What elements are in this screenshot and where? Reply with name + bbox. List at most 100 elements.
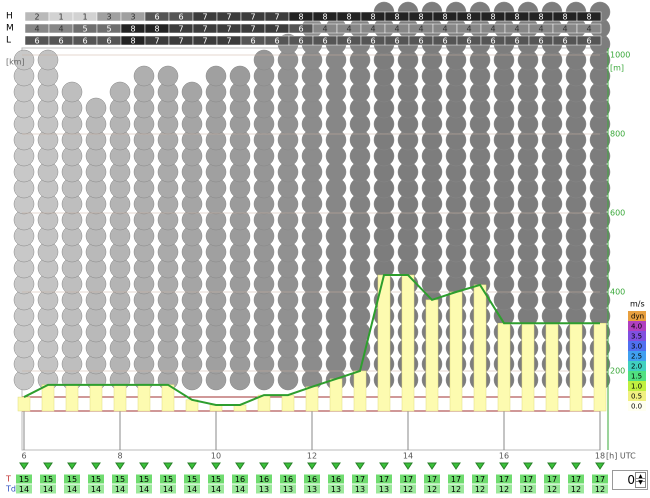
spinner-down[interactable]: ▼: [635, 478, 646, 488]
cloud-value: 6: [82, 37, 87, 46]
cloud-value: 4: [370, 25, 375, 34]
legend-swatch: [628, 361, 646, 371]
temp-cell: [424, 474, 440, 484]
cloud-value: 7: [226, 25, 231, 34]
temp-value: 13: [355, 485, 365, 494]
temp-cell: [232, 484, 248, 494]
layer-bar: [353, 370, 367, 412]
cloud-value: 4: [34, 25, 39, 34]
wind-arrow: [331, 462, 341, 470]
legend-swatch: [628, 321, 646, 331]
cloud-value: 8: [490, 13, 495, 22]
layer-bar: [161, 384, 175, 412]
temp-cell: [448, 474, 464, 484]
x-tick-label: 16: [499, 452, 509, 461]
cloud-value: 8: [346, 13, 351, 22]
temp-value: 12: [547, 485, 557, 494]
legend-title: m/s: [630, 300, 645, 309]
temp-value: 14: [43, 485, 53, 494]
wind-arrow: [523, 462, 533, 470]
temp-value: 17: [523, 475, 533, 484]
cloud-value: 4: [322, 25, 327, 34]
temp-cell: [160, 484, 176, 494]
temp-cell: [496, 474, 512, 484]
cloud-value: 7: [250, 13, 255, 22]
temp-cell: [112, 474, 128, 484]
cloud-value: 1: [82, 13, 87, 22]
temp-value: 12: [451, 485, 461, 494]
cloud-value: 4: [58, 25, 63, 34]
wind-arrow: [19, 462, 29, 470]
cloud-value: 6: [514, 37, 519, 46]
wind-arrow: [355, 462, 365, 470]
cloud-value: 5: [82, 25, 87, 34]
temp-cell: [256, 474, 272, 484]
temp-value: 16: [259, 475, 269, 484]
cloud-value: 6: [466, 37, 471, 46]
cloud-value: 7: [178, 25, 183, 34]
cloud-value: 4: [538, 25, 543, 34]
cloud-value: 4: [394, 25, 399, 34]
y-tick-label: 400: [610, 288, 625, 297]
temp-cell: [136, 474, 152, 484]
layer-bar: [593, 322, 607, 412]
temp-value: 15: [139, 475, 149, 484]
cloud-value: 6: [442, 37, 447, 46]
temp-cell: [304, 474, 320, 484]
legend-label: 3.5: [631, 333, 642, 341]
layer-bar: [401, 274, 415, 412]
cloud-value: 4: [562, 25, 567, 34]
layer-bar: [425, 299, 439, 412]
cloud-value: 8: [418, 13, 423, 22]
temp-cell: [16, 484, 32, 494]
cloud-value: 8: [130, 25, 135, 34]
temp-cell: [544, 474, 560, 484]
cloud-row-label: L: [6, 36, 11, 46]
temp-value: 14: [235, 485, 245, 494]
temp-cell: [376, 474, 392, 484]
cloud-column: [109, 81, 131, 103]
wind-arrow: [211, 462, 221, 470]
legend-label: 0.0: [631, 403, 642, 411]
temp-cell: [112, 484, 128, 494]
layer-bar: [281, 394, 295, 412]
cloud-column: [85, 97, 107, 119]
cloud-value: 7: [226, 37, 231, 46]
cloud-value: 4: [514, 25, 519, 34]
temp-value: 12: [595, 485, 605, 494]
layer-bar: [305, 386, 319, 412]
wind-arrow: [235, 462, 245, 470]
temp-value: 14: [187, 485, 197, 494]
wind-arrow: [187, 462, 197, 470]
wind-arrow: [91, 462, 101, 470]
cloud-value: 8: [322, 13, 327, 22]
wind-arrow: [451, 462, 461, 470]
temp-cell: [424, 484, 440, 494]
legend-swatch: [628, 331, 646, 341]
temp-value: 14: [139, 485, 149, 494]
spinner[interactable]: 0 ▲ ▼: [612, 470, 648, 490]
temp-value: 12: [571, 485, 581, 494]
layer-bar: [41, 384, 55, 412]
temp-value: 12: [499, 485, 509, 494]
legend-label: 4.0: [631, 323, 642, 331]
legend-label: 1.0: [631, 383, 642, 391]
wind-arrow: [163, 462, 173, 470]
cloud-value: 6: [298, 25, 303, 34]
cloud-value: 6: [250, 37, 255, 46]
temp-value: 17: [475, 475, 485, 484]
cloud-value: 4: [586, 25, 591, 34]
wind-arrow: [547, 462, 557, 470]
layer-bar: [545, 322, 559, 412]
temp-row-label: T: [5, 475, 11, 484]
spinner-up[interactable]: ▲: [635, 472, 646, 482]
cloud-value: 6: [562, 37, 567, 46]
legend-swatch: [628, 371, 646, 381]
cloud-value: 8: [130, 37, 135, 46]
temp-cell: [592, 484, 608, 494]
temp-cell: [328, 474, 344, 484]
cloud-value: 8: [154, 25, 159, 34]
temp-cell: [400, 484, 416, 494]
cloud-value: 8: [298, 13, 303, 22]
